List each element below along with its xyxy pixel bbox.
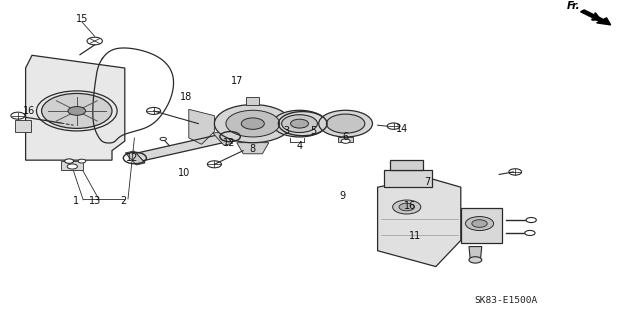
Circle shape [469, 257, 482, 263]
Circle shape [42, 93, 112, 128]
Text: 7: 7 [424, 177, 431, 187]
Polygon shape [378, 178, 461, 267]
Circle shape [393, 200, 421, 214]
Text: 17: 17 [230, 76, 243, 86]
Circle shape [65, 159, 74, 163]
Circle shape [526, 218, 536, 223]
Polygon shape [213, 131, 233, 145]
FancyArrow shape [580, 10, 611, 25]
Polygon shape [461, 208, 502, 243]
Circle shape [78, 159, 86, 163]
Circle shape [472, 220, 487, 227]
Circle shape [319, 110, 372, 137]
Polygon shape [338, 137, 353, 142]
Polygon shape [61, 161, 83, 170]
Text: 15: 15 [76, 14, 88, 24]
Circle shape [226, 110, 280, 137]
Circle shape [68, 107, 86, 115]
Circle shape [525, 230, 535, 235]
Polygon shape [136, 134, 230, 161]
Text: 16: 16 [403, 201, 416, 211]
Circle shape [214, 105, 291, 143]
Circle shape [67, 164, 77, 169]
Text: 8: 8 [250, 144, 256, 154]
Circle shape [341, 139, 350, 143]
Text: Fr.: Fr. [567, 1, 581, 11]
Text: 12: 12 [223, 138, 236, 148]
Text: 11: 11 [408, 231, 421, 241]
Polygon shape [15, 121, 31, 131]
Text: 13: 13 [88, 197, 101, 206]
Text: 14: 14 [396, 124, 408, 134]
Text: 18: 18 [179, 92, 192, 102]
Circle shape [326, 114, 365, 133]
Polygon shape [390, 160, 424, 170]
Text: 1: 1 [72, 197, 79, 206]
Polygon shape [246, 97, 259, 105]
Text: 2: 2 [120, 197, 126, 206]
Circle shape [282, 115, 317, 132]
Text: 16: 16 [22, 106, 35, 116]
Polygon shape [384, 170, 432, 187]
Text: 6: 6 [342, 132, 349, 142]
Text: 10: 10 [177, 168, 190, 178]
Text: SK83-E1500A: SK83-E1500A [474, 296, 537, 305]
Text: 3: 3 [284, 126, 290, 136]
Circle shape [160, 137, 166, 141]
Circle shape [241, 118, 264, 129]
Polygon shape [189, 109, 214, 144]
Polygon shape [26, 55, 125, 160]
Polygon shape [125, 151, 145, 165]
Circle shape [291, 119, 308, 128]
Circle shape [399, 203, 415, 211]
Circle shape [273, 110, 326, 137]
Text: 5: 5 [310, 126, 317, 136]
Text: 9: 9 [339, 191, 346, 201]
Polygon shape [237, 143, 269, 154]
Text: 4: 4 [296, 141, 303, 151]
Text: 12: 12 [126, 152, 139, 163]
Polygon shape [469, 247, 482, 259]
Circle shape [465, 217, 493, 231]
